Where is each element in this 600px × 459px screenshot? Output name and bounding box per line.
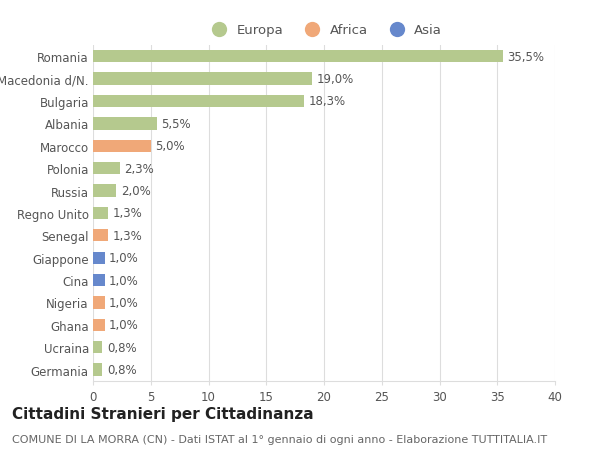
Bar (93, 51, 503, 63)
Text: 18,3%: 18,3% (309, 95, 346, 108)
Text: 0,8%: 0,8% (107, 341, 136, 354)
Text: 1,3%: 1,3% (113, 207, 142, 220)
Text: 35,5%: 35,5% (508, 50, 545, 63)
Text: 5,0%: 5,0% (155, 140, 185, 153)
Bar (93, 118, 157, 130)
Legend: Europa, Africa, Asia: Europa, Africa, Asia (201, 19, 447, 43)
Text: 1,3%: 1,3% (113, 230, 142, 242)
Bar (93, 297, 104, 309)
Bar (93, 207, 108, 219)
Text: 2,0%: 2,0% (121, 185, 151, 197)
Bar (93, 162, 119, 175)
Bar (93, 230, 108, 242)
Text: Cittadini Stranieri per Cittadinanza: Cittadini Stranieri per Cittadinanza (12, 406, 314, 421)
Text: 1,0%: 1,0% (109, 297, 139, 309)
Bar (93, 341, 102, 353)
Text: 19,0%: 19,0% (317, 73, 355, 86)
Bar (93, 73, 313, 85)
Text: 1,0%: 1,0% (109, 274, 139, 287)
Bar (93, 274, 104, 286)
Bar (93, 364, 102, 376)
Bar (93, 185, 116, 197)
Bar (93, 319, 104, 331)
Text: 0,8%: 0,8% (107, 364, 136, 376)
Bar (93, 252, 104, 264)
Text: 1,0%: 1,0% (109, 319, 139, 331)
Bar (93, 95, 304, 108)
Text: 5,5%: 5,5% (161, 118, 191, 130)
Text: 1,0%: 1,0% (109, 252, 139, 264)
Text: 2,3%: 2,3% (124, 162, 154, 175)
Text: COMUNE DI LA MORRA (CN) - Dati ISTAT al 1° gennaio di ogni anno - Elaborazione T: COMUNE DI LA MORRA (CN) - Dati ISTAT al … (12, 434, 547, 444)
Bar (93, 140, 151, 152)
